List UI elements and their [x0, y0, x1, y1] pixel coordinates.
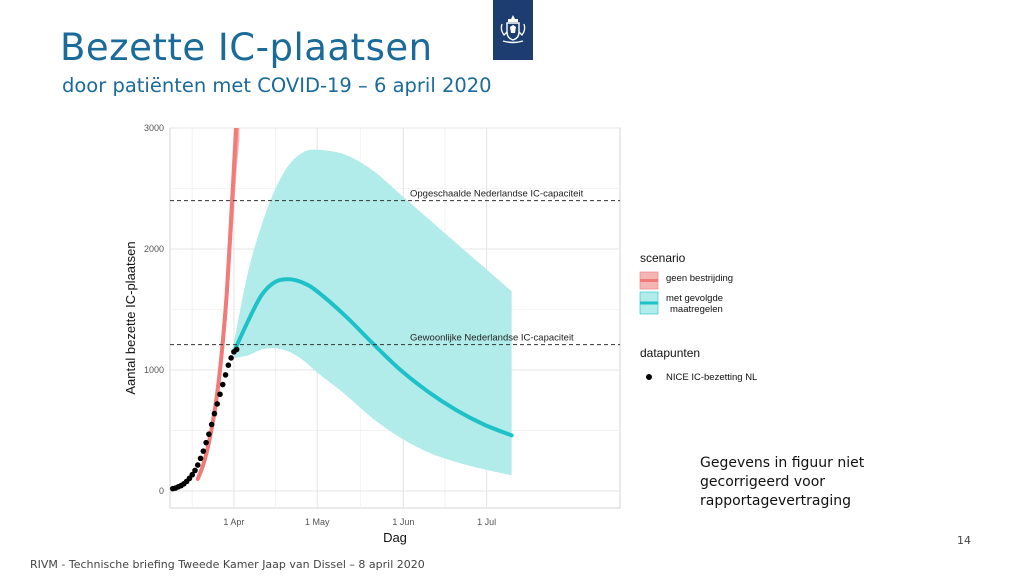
- page-subtitle: door patiënten met COVID-19 – 6 april 20…: [62, 74, 492, 97]
- data-point: [222, 372, 229, 378]
- legend-label: NICE IC-bezetting NL: [666, 372, 757, 383]
- logo: [493, 0, 533, 60]
- x-tick-label: 1 Jun: [392, 517, 414, 527]
- page-number: 14: [957, 534, 971, 547]
- data-point: [208, 421, 215, 428]
- coat-of-arms-icon: [500, 15, 526, 44]
- data-point: [219, 381, 226, 388]
- data-point: [228, 355, 234, 361]
- note-line: rapportagevertraging: [700, 493, 852, 509]
- data-point: [200, 448, 207, 454]
- note-line: Gegevens in figuur niet: [700, 455, 865, 471]
- reference-line-label: Gewoonlijke Nederlandse IC-capaciteit: [410, 333, 574, 344]
- legend-label-line: maatregelen: [670, 304, 723, 315]
- legend-title: datapunten: [640, 346, 700, 360]
- legend-label: met gevolgde maatregelen: [666, 293, 723, 315]
- footer: RIVM - Technische briefing Tweede Kamer …: [30, 558, 425, 571]
- y-tick-label: 0: [159, 486, 164, 496]
- data-point: [211, 410, 218, 417]
- x-tick-label: 1 May: [305, 517, 330, 527]
- data-point: [233, 346, 240, 353]
- data-point: [225, 362, 232, 368]
- data-point: [214, 401, 221, 407]
- legend-label-line: geen bestrijding: [666, 273, 733, 284]
- legend-label: geen bestrijding: [666, 273, 733, 284]
- data-point: [197, 455, 204, 462]
- data-point: [194, 462, 201, 468]
- legend-label-line: met gevolgde: [666, 293, 723, 304]
- note-line: gecorrigeerd voor: [700, 474, 826, 490]
- data-point: [206, 431, 212, 437]
- x-tick-label: 1 Apr: [223, 517, 244, 527]
- data-point: [192, 467, 198, 474]
- data-point: [203, 439, 209, 446]
- y-axis-title: Aantal bezette IC-plaatsen: [123, 241, 138, 394]
- page-title: Bezette IC-plaatsen: [60, 26, 433, 69]
- x-tick-label: 1 Jul: [477, 517, 496, 527]
- reference-line-label: Opgeschaalde Nederlandse IC-capaciteit: [410, 189, 584, 200]
- legend-key-point: [646, 374, 652, 380]
- series-line: [195, 128, 239, 481]
- data-point: [189, 471, 196, 478]
- series-band: [233, 149, 512, 476]
- y-tick-label: 1000: [144, 365, 164, 375]
- chart-note: Gegevens in figuur niet gecorrigeerd voo…: [700, 454, 900, 511]
- x-axis-title: Dag: [383, 530, 407, 545]
- data-point: [217, 391, 223, 398]
- y-tick-label: 2000: [144, 244, 164, 254]
- y-tick-label: 3000: [144, 123, 164, 133]
- series-line: [231, 277, 514, 438]
- legend-title: scenario: [640, 251, 686, 265]
